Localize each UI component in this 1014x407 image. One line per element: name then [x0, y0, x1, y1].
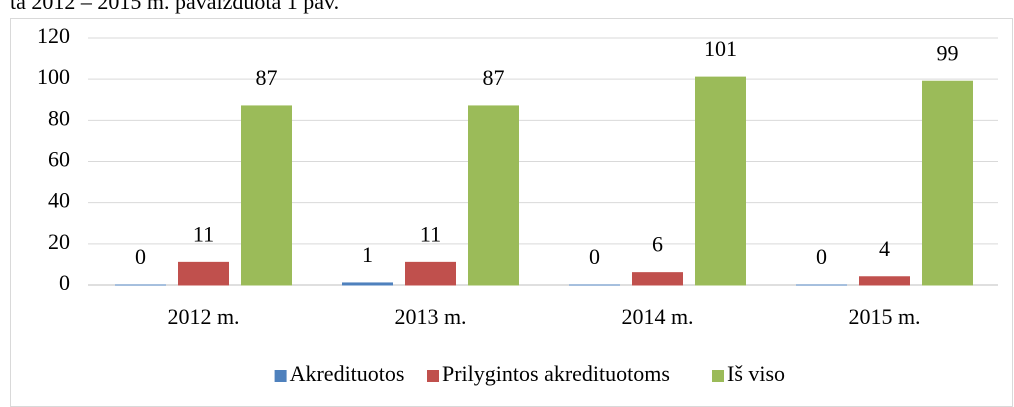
x-tick-label: 2012 m. — [167, 304, 239, 329]
x-tick-label: 2014 m. — [621, 304, 693, 329]
bar — [178, 261, 229, 286]
data-label: 0 — [135, 244, 146, 269]
legend-swatch — [427, 370, 439, 382]
data-label: 1 — [362, 242, 373, 267]
y-tick-label: 0 — [59, 270, 70, 295]
data-label: 11 — [193, 221, 214, 246]
bar — [695, 76, 746, 286]
bar — [632, 272, 683, 286]
x-tick-label: 2013 m. — [394, 304, 466, 329]
data-label: 11 — [420, 221, 441, 246]
data-label: 87 — [256, 65, 278, 90]
data-label: 87 — [483, 65, 505, 90]
y-tick-label: 40 — [48, 188, 70, 213]
y-tick-label: 80 — [48, 105, 70, 130]
data-label: 6 — [652, 232, 663, 257]
legend-label: Iš viso — [727, 361, 785, 386]
bar — [405, 261, 456, 286]
data-label: 99 — [937, 40, 959, 65]
x-tick-label: 2015 m. — [848, 304, 920, 329]
data-label: 4 — [879, 236, 890, 261]
legend-label: Prilygintos akredituotoms — [442, 361, 670, 386]
data-label: 0 — [589, 244, 600, 269]
bar — [922, 80, 973, 286]
legend-swatch — [712, 370, 724, 382]
bar — [241, 105, 292, 286]
y-tick-label: 100 — [37, 64, 70, 89]
legend-swatch — [274, 370, 287, 382]
y-tick-label: 20 — [48, 229, 70, 254]
y-tick-label: 120 — [37, 23, 70, 48]
data-label: 0 — [816, 244, 827, 269]
y-tick-label: 60 — [48, 147, 70, 172]
bar — [859, 276, 910, 286]
data-label: 101 — [704, 36, 737, 61]
legend-label: Akredituotos — [290, 361, 405, 386]
bar — [342, 282, 393, 286]
caption: ta 2012 – 2015 m. pavaizduota 1 pav. — [10, 0, 339, 14]
bar — [468, 105, 519, 286]
